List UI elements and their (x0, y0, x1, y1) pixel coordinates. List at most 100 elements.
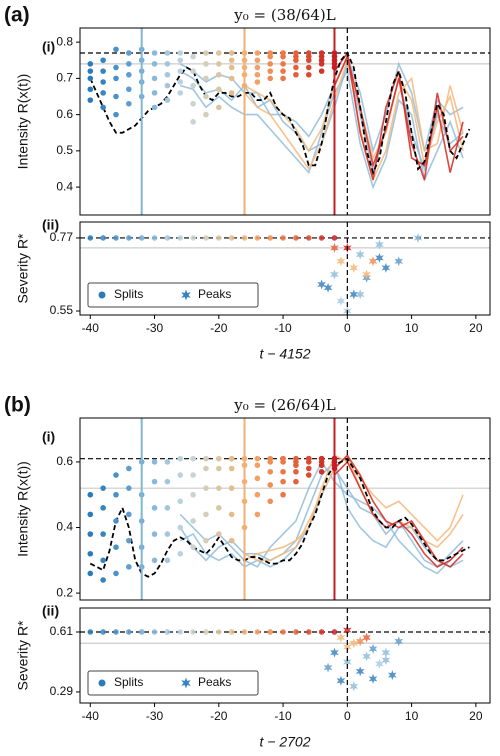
split-point (151, 75, 158, 82)
split-point (164, 629, 171, 635)
split-point (305, 455, 312, 462)
split-point (87, 570, 94, 577)
split-point (331, 629, 338, 635)
y-tick-label: 0.6 (56, 454, 73, 468)
split-point (280, 75, 286, 82)
split-point (100, 235, 106, 241)
subplot-label: (ii) (42, 217, 59, 233)
split-point (100, 79, 106, 85)
x-tick-label: 20 (469, 321, 483, 335)
plot-area (80, 222, 490, 315)
split-point (164, 478, 171, 485)
peak-point (330, 269, 339, 280)
split-point (87, 235, 94, 241)
plot-frame (79, 607, 491, 704)
split-point (254, 475, 261, 482)
peak-point (355, 636, 365, 647)
y-tick-label: 0.5 (56, 143, 73, 157)
peak-point (336, 632, 346, 643)
split-point (100, 485, 106, 491)
split-point (280, 478, 286, 485)
split-point (228, 75, 235, 82)
split-point (280, 68, 286, 74)
peak-point (330, 647, 339, 658)
split-point (164, 82, 171, 89)
split-point (151, 629, 158, 635)
split-point (228, 629, 235, 635)
split-point (126, 629, 132, 635)
series-line (333, 50, 464, 181)
split-point (151, 557, 158, 564)
split-point (177, 472, 184, 478)
peak-point (362, 269, 371, 280)
series-line (89, 51, 471, 176)
split-point (138, 235, 145, 241)
split-point (87, 491, 94, 498)
split-point (164, 505, 171, 511)
split-point (293, 235, 299, 241)
peak-point (381, 647, 391, 658)
x-axis-label: t − 4152 (260, 346, 311, 362)
peak-point (349, 262, 359, 273)
peak-point (375, 658, 384, 669)
split-point (113, 472, 119, 478)
split-point (177, 57, 184, 64)
split-point (151, 478, 158, 485)
series-line (333, 454, 464, 568)
split-point (126, 465, 132, 472)
split-point (100, 104, 106, 111)
peak-point (336, 256, 346, 267)
chart-title: y₀ = (26/64)L (233, 396, 336, 414)
split-point (254, 79, 261, 85)
split-point (293, 455, 299, 462)
split-point (228, 235, 235, 241)
split-point (228, 90, 235, 96)
split-point (203, 465, 209, 472)
split-point (318, 468, 325, 475)
series-line (244, 453, 464, 562)
split-point (293, 478, 299, 485)
split-point (305, 472, 312, 478)
split-point (293, 71, 299, 78)
y-axis-label: Intensity R(x(t)) (15, 74, 31, 170)
panel-label: (b) (4, 394, 31, 417)
x-tick-label: -10 (274, 321, 292, 335)
split-point (87, 86, 94, 93)
split-point (267, 75, 274, 82)
split-point (216, 50, 222, 56)
split-point (126, 50, 132, 56)
plot-area (80, 28, 490, 215)
split-point (216, 86, 222, 93)
split-point (203, 235, 209, 241)
x-tick-label: 10 (405, 321, 419, 335)
peak-point (336, 675, 346, 686)
peak-point (368, 643, 378, 654)
split-point (177, 455, 184, 462)
split-point (126, 100, 132, 107)
split-point (241, 235, 248, 241)
peak-point (381, 655, 391, 666)
split-point (126, 564, 132, 570)
split-point (280, 455, 286, 462)
peak-point (375, 239, 384, 250)
split-point (126, 235, 132, 241)
split-point (305, 235, 312, 241)
split-point (100, 577, 106, 583)
x-tick-label: -40 (82, 321, 100, 335)
split-point (228, 50, 235, 56)
split-point (203, 111, 209, 118)
legend-box (87, 670, 259, 696)
split-point (203, 61, 209, 67)
y-tick-label: 0.6 (56, 107, 73, 121)
split-point (100, 505, 106, 511)
split-point (100, 90, 106, 96)
split-point (87, 629, 94, 635)
y-tick-label: 0.29 (50, 684, 74, 698)
split-point (254, 64, 261, 71)
split-point (151, 505, 158, 511)
split-point (151, 459, 158, 465)
peak-point (323, 662, 333, 673)
split-point (254, 50, 261, 56)
split-point (318, 235, 325, 241)
split-point (177, 629, 184, 635)
